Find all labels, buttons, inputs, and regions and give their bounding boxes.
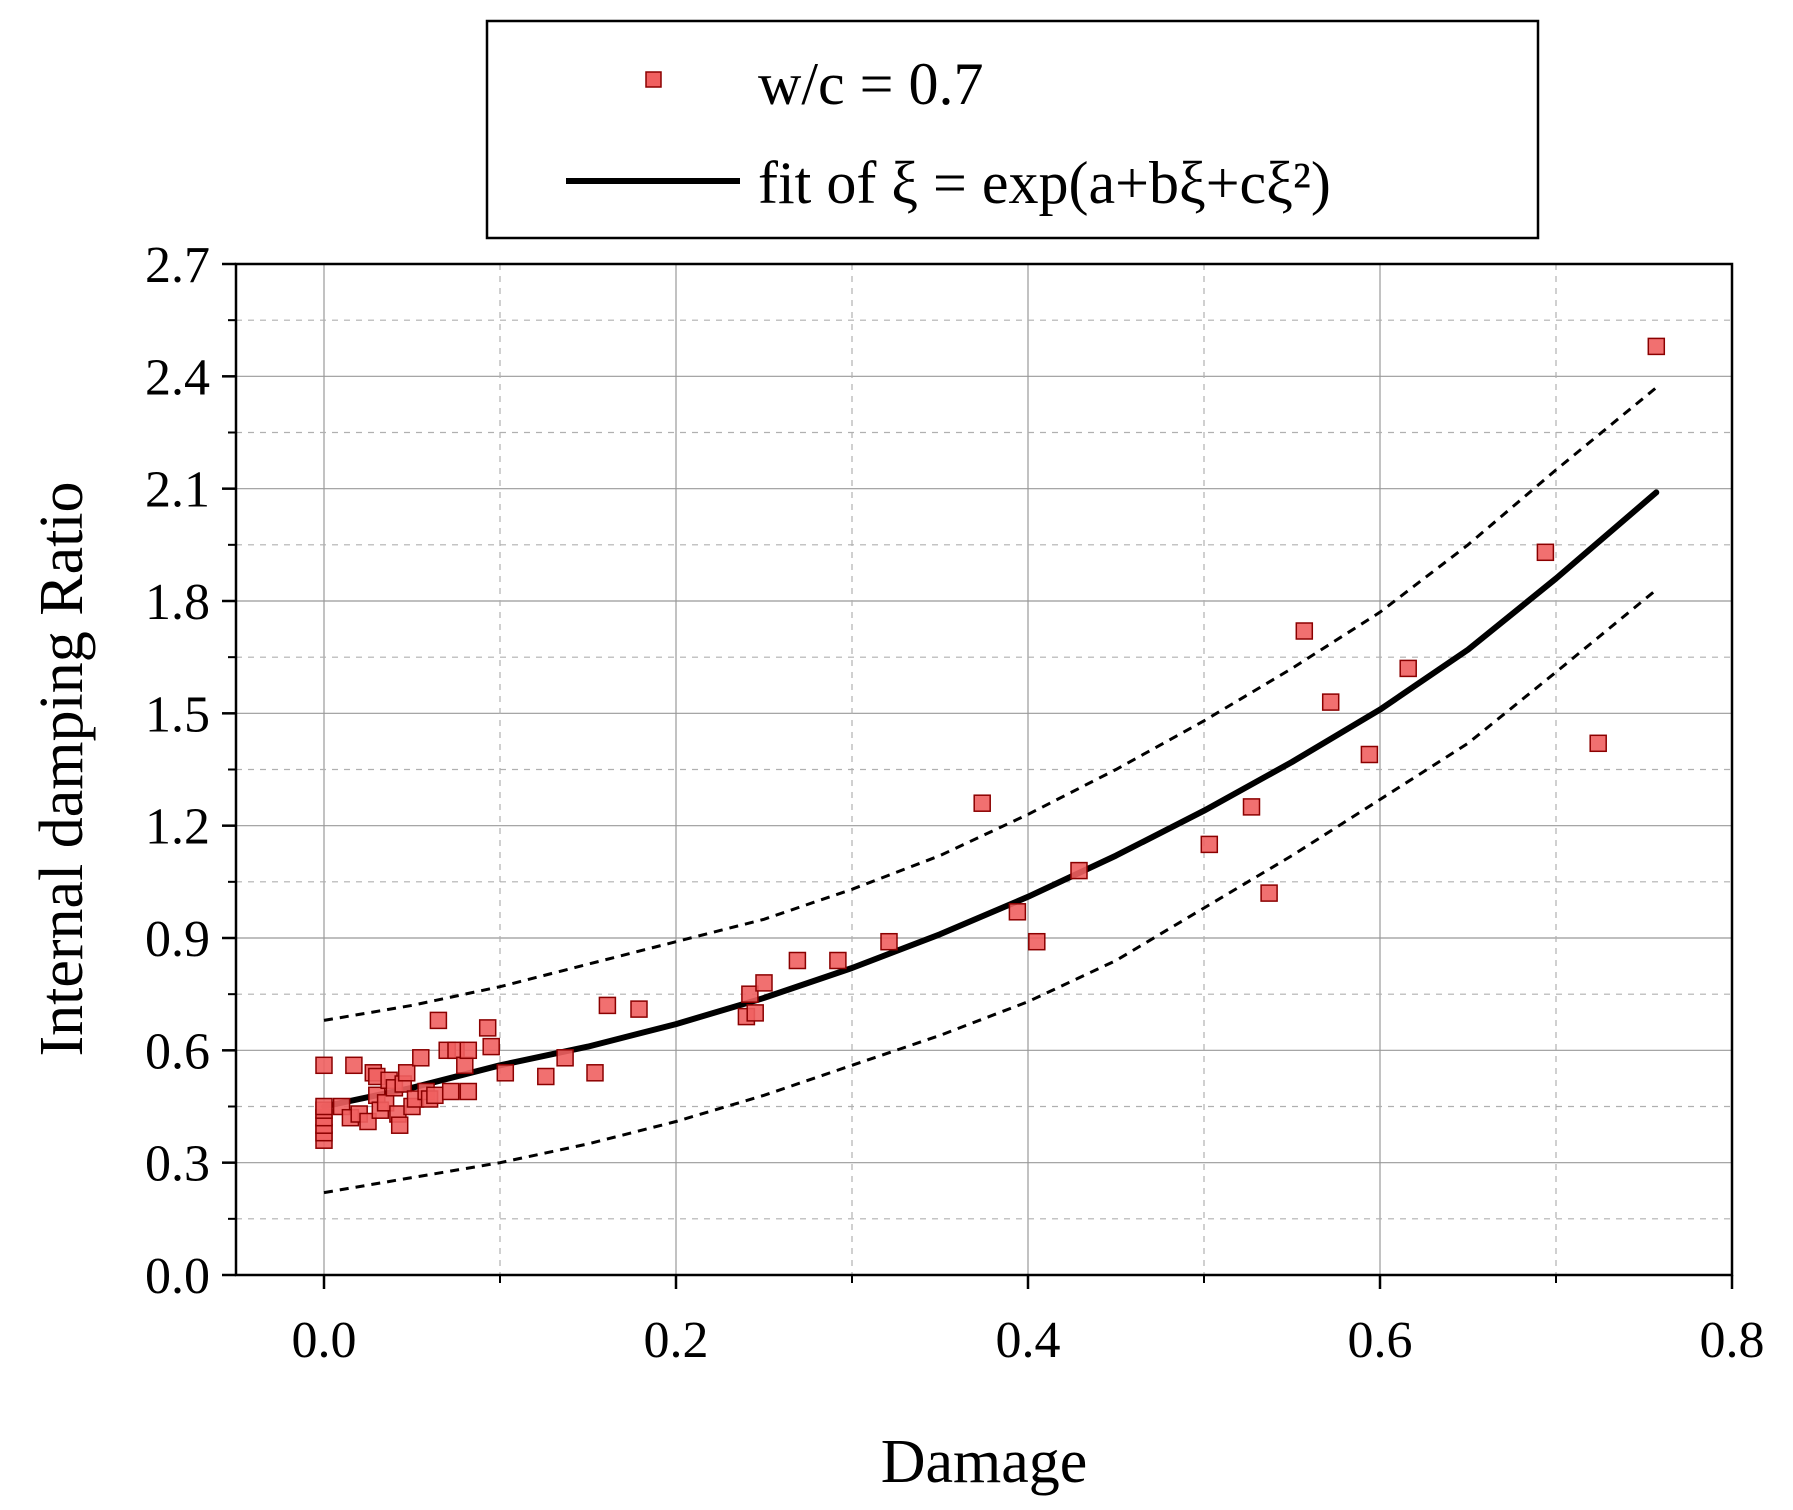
data-point [630,1000,648,1018]
data-point [456,1056,474,1075]
data-point [586,1064,604,1082]
y-tick-label: 1.2 [145,799,210,856]
scatter-points [315,337,1666,1149]
data-point [426,1086,444,1105]
legend-fit-label: fit of ξ = exp(a+bξ+cξ²) [758,150,1331,216]
legend: w/c = 0.7 fit of ξ = exp(a+bξ+cξ²) [485,19,1540,240]
y-tick-label: 2.4 [145,349,210,406]
data-point [459,1082,478,1101]
data-point [598,996,617,1015]
data-point [478,1019,497,1037]
data-point [459,1041,478,1060]
data-point [315,1056,333,1075]
data-point [556,1049,574,1067]
lower-band-line [323,588,1658,1195]
x-axis-title: Damage [881,1428,1088,1496]
data-point [1321,693,1340,711]
data-point [1260,884,1278,902]
data-point [315,1097,333,1116]
confidence-bands [323,386,1658,1195]
data-point [537,1067,555,1086]
data-point [741,985,759,1003]
data-point [973,794,991,812]
fit-curve-group [321,489,1660,1110]
data-point [1242,798,1261,816]
data-point [1399,659,1417,678]
data-point [755,974,773,992]
data-point [1295,622,1314,640]
legend-box [485,19,1540,240]
y-tick-label: 1.5 [145,686,210,743]
upper-band-line [323,386,1658,1022]
data-point [1200,835,1219,854]
y-tick-label: 2.7 [145,237,210,294]
data-point [1008,903,1027,921]
data-point [397,1064,416,1082]
data-point [1028,932,1046,951]
y-tick-label: 0.9 [145,911,210,968]
legend-scatter-label: w/c = 0.7 [758,51,983,117]
data-point [412,1049,430,1067]
y-tick-label: 1.8 [145,574,210,631]
x-tick-label: 0.0 [292,1312,357,1369]
x-tick-label: 0.6 [1348,1312,1413,1369]
x-tick-label: 0.8 [1700,1312,1765,1369]
y-tick-label: 0.3 [145,1136,210,1193]
axis-ticks [222,262,1734,1289]
data-point [429,1011,448,1030]
y-tick-label: 0.6 [145,1023,210,1080]
x-tick-labels: 0.0 0.2 0.4 0.6 0.8 [292,1312,1765,1369]
data-point [345,1056,363,1075]
y-tick-label: 0.0 [145,1248,210,1305]
data-point [746,1004,764,1022]
x-tick-label: 0.4 [996,1312,1061,1369]
data-point [1360,745,1379,764]
grid-minor [236,264,1732,1275]
data-point [880,932,898,951]
data-point [829,951,847,970]
y-tick-label: 2.1 [145,462,210,519]
data-point [1070,861,1088,880]
data-point [482,1037,500,1056]
data-point [390,1116,409,1134]
data-point [1589,734,1607,753]
data-point [1647,337,1666,356]
y-axis-title: Internal damping Ratio [28,481,96,1056]
x-tick-label: 0.2 [644,1312,709,1369]
data-point [788,951,807,970]
legend-scatter-marker [645,71,662,88]
y-tick-labels: 0.0 0.3 0.6 0.9 1.2 1.5 1.8 2.1 2.4 2.7 [145,237,210,1305]
data-point [1536,543,1555,562]
data-point [441,1082,460,1101]
data-point [496,1064,515,1082]
fit-curve [321,489,1660,1110]
